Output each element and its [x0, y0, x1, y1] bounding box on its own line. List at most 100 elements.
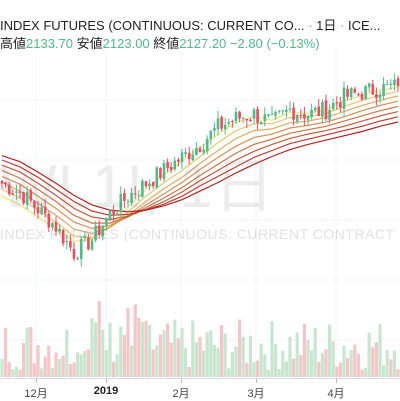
candle-body — [79, 238, 83, 259]
volume-bar — [29, 327, 33, 377]
volume-bar — [220, 325, 224, 377]
candlestick-series — [0, 73, 400, 267]
volume-bar — [112, 361, 116, 377]
volume-bars — [0, 301, 400, 377]
candle-body — [58, 228, 61, 232]
candle-body — [313, 107, 317, 111]
volume-bar — [263, 354, 267, 377]
candle-body — [209, 130, 213, 140]
volume-bar — [342, 345, 346, 377]
volume-bar — [349, 350, 353, 377]
chart-header: INDEX FUTURES (CONTINUOUS: CURRENT CO...… — [0, 18, 381, 33]
candle-body — [162, 163, 166, 180]
volume-bar — [86, 349, 90, 377]
volume-bar — [259, 343, 263, 377]
candle-body — [292, 107, 295, 120]
candle-body — [213, 127, 216, 131]
volume-bar — [122, 335, 126, 377]
volume-bar — [65, 329, 69, 377]
volume-bar — [238, 319, 242, 377]
candle-body — [205, 139, 209, 152]
volume-bar — [266, 369, 270, 377]
candle-body — [288, 108, 292, 110]
candle-body — [187, 152, 191, 160]
candle-body — [277, 110, 281, 112]
volume-bar — [47, 345, 51, 377]
candle-body — [101, 225, 105, 237]
low-value: 2123.00 — [102, 36, 150, 51]
candle-body — [90, 240, 94, 250]
volume-bar — [194, 342, 198, 377]
candle-body — [47, 213, 51, 228]
volume-bar — [180, 327, 184, 377]
volume-bar — [40, 368, 44, 377]
candle-body — [184, 151, 187, 154]
candle-body — [367, 83, 371, 88]
x-tick-label-dec: 12月 — [24, 388, 48, 400]
candle-body — [353, 88, 357, 93]
volume-bar — [212, 344, 216, 377]
volume-bar — [61, 355, 65, 377]
candle-body — [105, 217, 108, 226]
x-tick — [256, 379, 257, 383]
ribbon-line-4 — [1, 100, 399, 229]
volume-bar — [302, 323, 306, 377]
volume-bar — [32, 363, 36, 377]
volume-bar — [356, 353, 360, 377]
candle-body — [267, 114, 270, 116]
candle-body — [238, 111, 241, 119]
volume-bar — [338, 362, 342, 377]
candle-body — [15, 191, 18, 193]
candle-body — [0, 180, 4, 184]
close-label: 終値 — [153, 36, 180, 51]
candle-body — [216, 118, 220, 130]
ribbon-line-7 — [1, 116, 399, 216]
change-value: −2.80 — [229, 36, 263, 51]
volume-bar — [216, 347, 220, 377]
candle-body — [166, 161, 169, 169]
candle-body — [133, 193, 137, 195]
volume-bar — [155, 345, 159, 377]
candle-body — [40, 207, 43, 215]
candle-body — [18, 191, 22, 193]
volume-bar — [306, 339, 310, 377]
candle-body — [11, 193, 15, 195]
candle-body — [256, 109, 259, 123]
x-tick — [36, 379, 37, 383]
volume-bar — [360, 369, 364, 377]
volume-bar — [396, 369, 400, 377]
candle-body — [281, 110, 285, 112]
volume-bar — [209, 330, 213, 377]
volume-bar — [317, 361, 321, 377]
time-axis[interactable]: 12月 2019 2月 3月 4月 — [0, 378, 400, 401]
volume-bar — [169, 342, 173, 377]
candle-body — [151, 182, 155, 187]
candle-body — [54, 221, 58, 232]
candle-body — [360, 94, 364, 100]
high-value: 2133.70 — [26, 36, 74, 51]
candle-body — [346, 88, 349, 97]
x-tick-label-2019: 2019 — [93, 385, 119, 397]
volume-bar — [245, 362, 249, 377]
volume-bar — [0, 359, 4, 377]
volume-bar — [346, 357, 350, 377]
volume-bar — [4, 327, 8, 377]
interval-label[interactable]: 1日 — [316, 18, 337, 33]
volume-bar — [94, 322, 98, 377]
description-watermark: INDEX FUTURES (CONTINUOUS: CURRENT CONTR… — [0, 226, 400, 242]
candle-body — [29, 190, 33, 201]
candle-body — [137, 195, 141, 197]
volume-bar — [292, 358, 296, 377]
candle-body — [274, 112, 277, 116]
candle-body — [51, 223, 54, 228]
volume-bar — [72, 362, 76, 377]
x-tick — [106, 379, 107, 383]
volume-bar — [184, 348, 188, 377]
symbol-title[interactable]: INDEX FUTURES (CONTINUOUS: CURRENT CO... — [0, 18, 305, 33]
volume-bar — [108, 322, 112, 377]
volume-bar — [371, 347, 375, 377]
volume-bar — [144, 320, 148, 377]
volume-bar — [187, 367, 191, 377]
candle-body — [317, 106, 321, 117]
